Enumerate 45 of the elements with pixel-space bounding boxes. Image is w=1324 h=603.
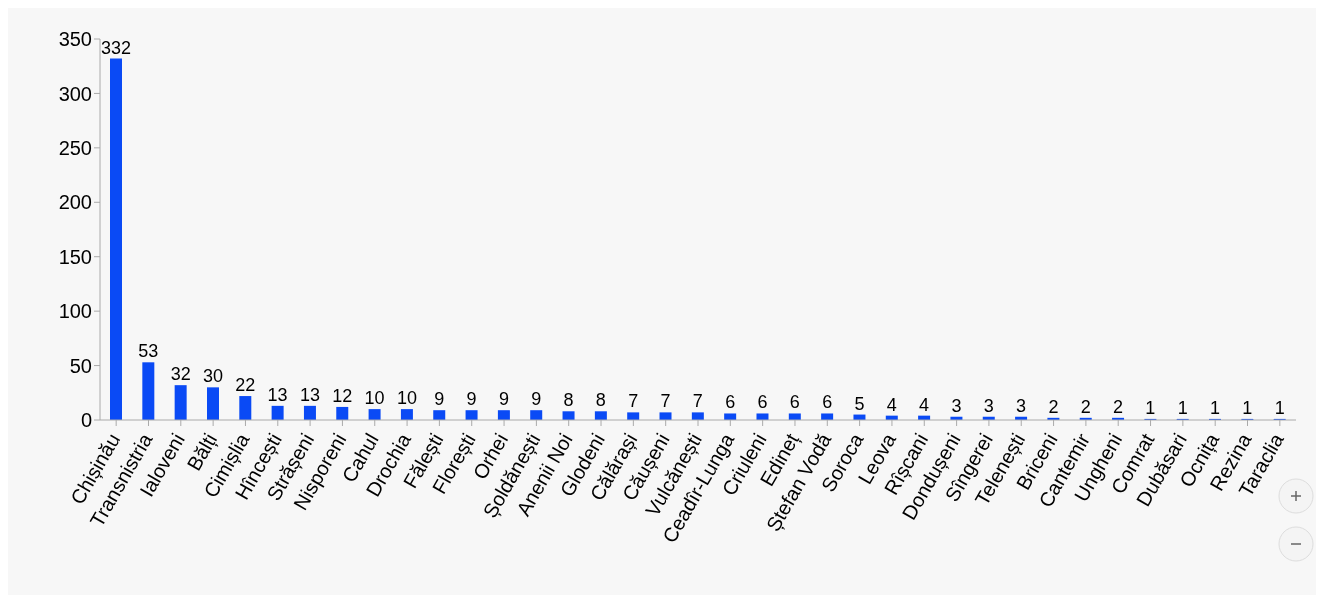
data-label: 13 — [299, 384, 320, 405]
data-label: 7 — [660, 391, 671, 412]
y-tick-label: 300 — [58, 82, 92, 105]
data-label: 1 — [1274, 397, 1285, 418]
data-label: 7 — [628, 391, 639, 412]
data-label: 3 — [951, 395, 962, 416]
data-label: 6 — [757, 392, 768, 413]
data-label: 9 — [498, 389, 509, 410]
data-label: 6 — [789, 392, 800, 413]
data-label: 53 — [138, 341, 159, 362]
data-label: 3 — [983, 395, 994, 416]
data-label: 10 — [396, 388, 417, 409]
data-label: 6 — [822, 392, 833, 413]
data-label: 32 — [170, 364, 191, 385]
data-label: 8 — [563, 390, 574, 411]
y-tick-label: 100 — [58, 300, 92, 323]
data-label: 4 — [886, 394, 897, 415]
data-label: 332 — [100, 37, 132, 58]
data-label: 4 — [919, 394, 930, 415]
data-label: 2 — [1080, 396, 1091, 417]
data-label: 30 — [202, 366, 223, 387]
data-label: 2 — [1048, 396, 1059, 417]
data-label: 12 — [332, 385, 353, 406]
data-label: 22 — [235, 375, 256, 396]
data-label: 9 — [531, 389, 542, 410]
data-label: 7 — [692, 391, 703, 412]
data-label: 6 — [725, 392, 736, 413]
data-label: 2 — [1113, 396, 1124, 417]
data-label: 13 — [267, 384, 288, 405]
y-tick-label: 350 — [58, 28, 92, 51]
data-label: 8 — [595, 390, 606, 411]
y-tick-label: 200 — [58, 191, 92, 214]
data-label: 1 — [1145, 397, 1156, 418]
data-label: 1 — [1177, 397, 1188, 418]
data-label: 9 — [466, 389, 477, 410]
data-label: 9 — [434, 389, 445, 410]
y-tick-label: 0 — [80, 409, 92, 432]
data-label: 1 — [1210, 397, 1221, 418]
y-tick-label: 50 — [69, 354, 92, 377]
y-tick-label: 250 — [58, 136, 92, 159]
data-label: 1 — [1242, 397, 1253, 418]
data-label: 10 — [364, 388, 385, 409]
data-label: 3 — [1016, 395, 1027, 416]
data-label: 5 — [854, 393, 865, 414]
y-tick-label: 150 — [58, 245, 92, 268]
